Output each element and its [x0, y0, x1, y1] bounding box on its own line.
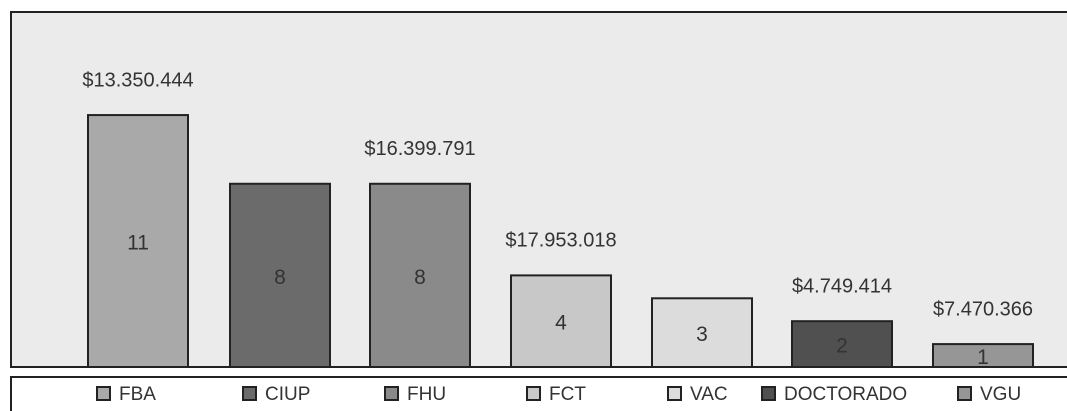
legend-label: DOCTORADO — [784, 384, 907, 405]
bar-value-label: 1 — [977, 346, 989, 369]
legend-label: CIUP — [265, 384, 310, 405]
legend-swatch — [384, 386, 399, 401]
legend-label: FBA — [119, 384, 156, 405]
bar-value-label: 2 — [836, 335, 848, 358]
legend-label: FHU — [407, 384, 446, 405]
bar-value-label: 4 — [555, 312, 567, 335]
amount-label: $13.350.444 — [82, 69, 193, 91]
bar — [932, 343, 1034, 368]
legend-swatch — [96, 386, 111, 401]
bar-value-label: 8 — [274, 266, 286, 289]
legend-label: VAC — [690, 384, 728, 405]
legend-label: VGU — [980, 384, 1021, 405]
legend-swatch — [526, 386, 541, 401]
bar — [651, 297, 753, 368]
amount-label: $17.953.018 — [505, 230, 616, 252]
bar — [87, 114, 189, 368]
bar — [510, 274, 612, 368]
amount-label: $4.749.414 — [792, 275, 892, 297]
amount-label: $16.399.791 — [364, 138, 475, 160]
bar-value-label: 3 — [696, 323, 708, 346]
legend-swatch — [761, 386, 776, 401]
legend-label: FCT — [549, 384, 586, 405]
bar — [791, 320, 893, 368]
bar-value-label: 8 — [414, 266, 426, 289]
legend-swatch — [667, 386, 682, 401]
bar-value-label: 11 — [127, 232, 149, 255]
legend-swatch — [957, 386, 972, 401]
legend-swatch — [242, 386, 257, 401]
bar — [229, 182, 331, 368]
bar — [369, 182, 471, 368]
amount-label: $7.470.366 — [933, 298, 1033, 320]
